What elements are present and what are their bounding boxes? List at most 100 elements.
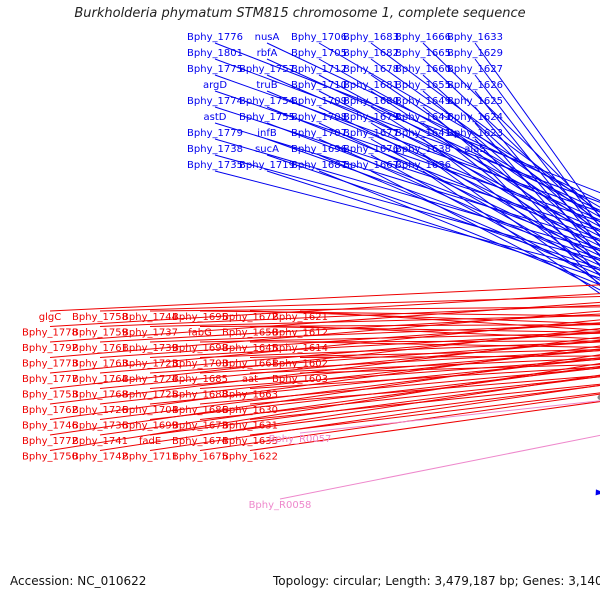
leader-line xyxy=(422,58,600,227)
gene-label: Bphy_1695 xyxy=(172,312,228,323)
gene-labels: Bphy_1776 Bphy_1801 Bphy_1775 argD Bphy_1774… xyxy=(22,32,503,511)
leader-line xyxy=(99,348,600,405)
gene-label: Bphy_1681 xyxy=(343,80,399,91)
gene-label: Bphy_1736 xyxy=(72,421,128,432)
leader-line xyxy=(370,106,600,252)
leader-line xyxy=(249,340,600,343)
gene-label: Bphy_1709 xyxy=(291,96,347,107)
rna-label: Bphy_R0057 xyxy=(269,434,332,445)
leader-line xyxy=(422,170,600,295)
gene-label: Bphy_1663 xyxy=(222,390,278,401)
genome-stats: Topology: circular; Length: 3,479,187 bp… xyxy=(273,574,600,588)
leader-line xyxy=(49,293,600,327)
leader-line xyxy=(370,58,600,223)
gene-label: Bphy_1707 xyxy=(291,128,347,139)
leader-line xyxy=(474,42,600,219)
gene-label: Bphy_1630 xyxy=(222,405,278,416)
leader-line xyxy=(266,154,600,269)
leader-line xyxy=(318,138,600,266)
leader-line xyxy=(422,122,600,266)
gene-label: Bphy_1777 xyxy=(22,374,78,385)
gene-label: Bphy_1655 xyxy=(395,80,451,91)
leader-line xyxy=(49,336,600,405)
gene-label: Bphy_1641 xyxy=(395,128,451,139)
leader-line xyxy=(249,392,600,436)
gene-label: Bphy_1672 xyxy=(222,312,278,323)
gene-label: Bphy_1759 xyxy=(72,328,128,339)
leader-line xyxy=(99,365,600,436)
leader-line xyxy=(249,383,600,420)
gene-label: Bphy_1774 xyxy=(187,96,243,107)
leader-line xyxy=(299,364,600,374)
leader-line xyxy=(214,106,600,232)
leader-line xyxy=(249,349,600,358)
leader-line xyxy=(99,330,600,374)
leader-line xyxy=(266,90,600,231)
leader-line xyxy=(266,122,600,250)
leader-line xyxy=(299,355,600,358)
gene-label: Bphy_1649 xyxy=(395,96,451,107)
gene-label: Bphy_1801 xyxy=(187,48,243,59)
gene-label: Bphy_1650 xyxy=(222,328,278,339)
gene-label: Bphy_1621 xyxy=(272,312,328,323)
gene-label: Bphy_1635 xyxy=(222,436,278,447)
leader-line xyxy=(299,400,600,434)
gene-label: Bphy_1602 xyxy=(272,359,328,370)
leader-line xyxy=(422,42,600,217)
gene-label: infB xyxy=(257,128,277,139)
leader-line xyxy=(249,357,600,374)
leader-line xyxy=(299,341,600,348)
leader-line xyxy=(279,434,600,500)
label-leader-lines xyxy=(49,42,600,500)
gene-label: Bphy_1678 xyxy=(343,64,399,75)
gene-label: Bphy_1699 xyxy=(122,421,178,432)
leader-line xyxy=(474,122,600,267)
leader-line xyxy=(149,349,600,389)
gene-label: Bphy_1676 xyxy=(343,144,399,155)
gene-label: Bphy_1706 xyxy=(291,32,347,43)
leader-line xyxy=(474,74,600,238)
gene-label: Bphy_1703 xyxy=(172,359,228,370)
gene-label: Bphy_1667 xyxy=(343,160,399,171)
gene-label: Bphy_1687 xyxy=(291,160,347,171)
leader-line xyxy=(214,58,600,203)
leader-line xyxy=(99,322,600,358)
gene-label: Bphy_1741 xyxy=(72,436,128,447)
footer: Accession: NC_010622 Topology: circular;… xyxy=(10,574,600,588)
leader-line xyxy=(266,106,600,240)
leader-line xyxy=(318,58,600,218)
gene-label: alaS xyxy=(464,144,485,155)
gene-label: fabG xyxy=(188,328,212,339)
leader-line xyxy=(149,341,600,374)
gene-label: Bphy_1757 xyxy=(239,64,295,75)
gene-label: Bphy_1643 xyxy=(395,112,451,123)
leader-line xyxy=(474,106,600,258)
leader-line xyxy=(266,170,600,279)
leader-line xyxy=(149,367,600,420)
gene-label: Bphy_1763 xyxy=(72,359,128,370)
leader-line xyxy=(199,376,600,420)
gene-label: Bphy_1680 xyxy=(343,96,399,107)
gene-label: Bphy_1625 xyxy=(447,96,503,107)
gene-label: Bphy_1665 xyxy=(395,48,451,59)
gene-label: Bphy_1614 xyxy=(272,343,328,354)
leader-line xyxy=(214,154,600,261)
leader-line xyxy=(199,350,600,374)
leader-line xyxy=(199,358,600,389)
leader-line xyxy=(249,401,600,451)
gene-label: Bphy_1661 xyxy=(222,359,278,370)
leader-line xyxy=(149,315,600,327)
gene-label: Bphy_1725 xyxy=(122,390,178,401)
leader-line xyxy=(99,313,600,343)
leader-line xyxy=(214,170,600,271)
gene-label: Bphy_1679 xyxy=(343,112,399,123)
gene-label: argD xyxy=(203,80,227,91)
leader-line xyxy=(318,74,600,228)
gene-label: Bphy_1753 xyxy=(22,390,78,401)
leader-line xyxy=(370,154,600,281)
gene-label: nusA xyxy=(255,32,280,43)
gene-label: Bphy_1624 xyxy=(447,112,503,123)
leader-line xyxy=(99,374,600,451)
leader-line xyxy=(266,42,600,202)
leader-line xyxy=(422,74,600,236)
